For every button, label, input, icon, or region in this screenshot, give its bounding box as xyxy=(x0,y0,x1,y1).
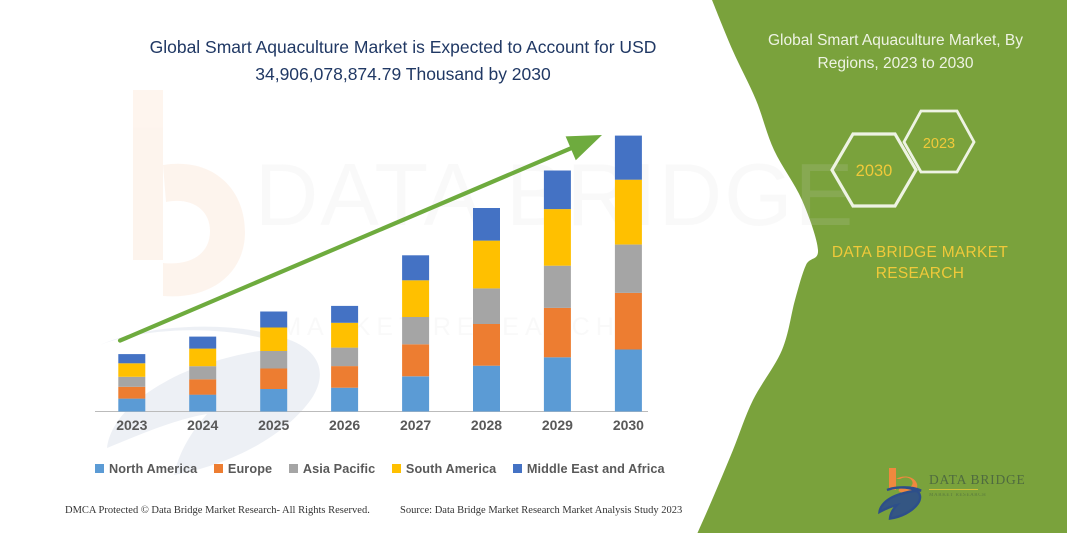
svg-text:DATA BRIDGE: DATA BRIDGE xyxy=(929,472,1026,487)
svg-text:MARKET RESEARCH: MARKET RESEARCH xyxy=(929,493,986,498)
